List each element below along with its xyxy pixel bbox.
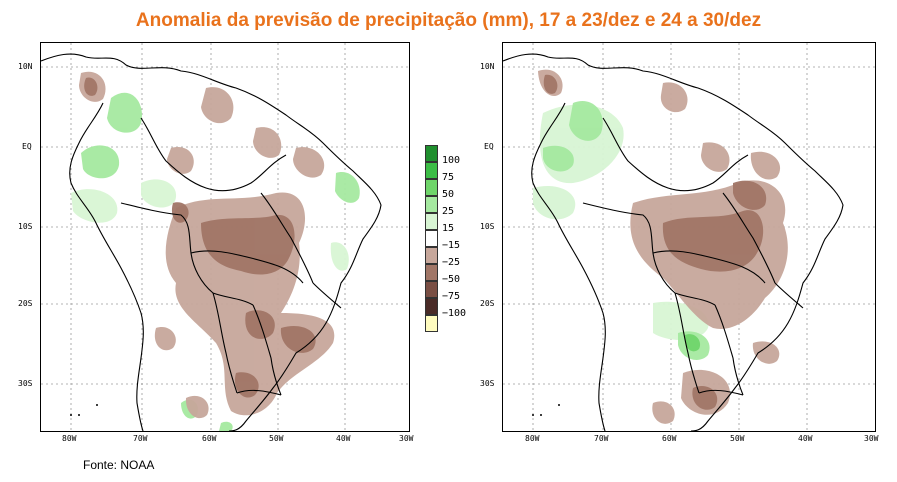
- map-week1: [40, 42, 410, 432]
- legend-label: 50: [442, 189, 455, 200]
- color-legend: 100 75 50 25 15 −15 −25 −50 −75 −100: [425, 145, 485, 332]
- chart-title: Anomalia da previsão de precipitação (mm…: [135, 10, 762, 31]
- lat-label-10s-right: 10S: [480, 222, 495, 231]
- legend-entry: −100: [425, 298, 485, 319]
- lat-label-10n-left: 10N: [18, 62, 33, 71]
- legend-entry: 15: [425, 213, 485, 234]
- legend-swatch: [425, 196, 438, 213]
- legend-label: −100: [442, 308, 467, 319]
- legend-entry: 75: [425, 162, 485, 183]
- lat-label-30s-left: 30S: [18, 379, 33, 388]
- legend-entry: 100: [425, 145, 485, 166]
- lon-label-60w-right: 60W: [662, 434, 677, 443]
- lon-label-30w-right: 30W: [864, 434, 879, 443]
- legend-swatch: [425, 162, 438, 179]
- legend-label: 75: [442, 172, 455, 183]
- lat-label-30s-right: 30S: [480, 379, 495, 388]
- legend-swatch: [425, 230, 438, 247]
- legend-label: 15: [442, 223, 455, 234]
- lat-label-20s-left: 20S: [18, 299, 33, 308]
- legend-entry: −75: [425, 281, 485, 302]
- legend-entry: 50: [425, 179, 485, 200]
- legend-swatch: [425, 315, 438, 332]
- legend-swatch: [425, 247, 438, 264]
- legend-label: −75: [442, 291, 461, 302]
- lat-label-10n-right: 10N: [480, 62, 495, 71]
- legend-swatch: [425, 281, 438, 298]
- legend-entry: −25: [425, 247, 485, 268]
- legend-entry: [425, 315, 485, 332]
- legend-swatch: [425, 179, 438, 196]
- lon-label-80w-left: 80W: [62, 434, 77, 443]
- lon-label-40w-right: 40W: [798, 434, 813, 443]
- legend-swatch: [425, 264, 438, 281]
- source-note: Fonte: NOAA: [83, 458, 155, 472]
- legend-label: −50: [442, 274, 461, 285]
- legend-label: −15: [442, 240, 461, 251]
- map-week2-canvas: [503, 43, 875, 431]
- legend-label: 25: [442, 206, 455, 217]
- lon-label-70w-left: 70W: [133, 434, 148, 443]
- lon-label-60w-left: 60W: [202, 434, 217, 443]
- map-week1-canvas: [41, 43, 409, 431]
- legend-swatch: [425, 145, 438, 162]
- legend-entry: −15: [425, 230, 485, 251]
- lon-label-50w-left: 50W: [269, 434, 284, 443]
- lon-label-80w-right: 80W: [525, 434, 540, 443]
- lat-label-20s-right: 20S: [480, 299, 495, 308]
- lon-label-70w-right: 70W: [594, 434, 609, 443]
- legend-swatch: [425, 213, 438, 230]
- legend-label: 100: [442, 155, 461, 166]
- lat-label-eq-left: EQ: [22, 142, 32, 151]
- lat-label-10s-left: 10S: [18, 222, 33, 231]
- legend-swatch: [425, 298, 438, 315]
- legend-label: −25: [442, 257, 461, 268]
- lon-label-50w-right: 50W: [730, 434, 745, 443]
- lon-label-40w-left: 40W: [336, 434, 351, 443]
- lat-label-eq-right: EQ: [484, 142, 494, 151]
- legend-entry: −50: [425, 264, 485, 285]
- lon-label-30w-left: 30W: [399, 434, 414, 443]
- map-week2: [502, 42, 876, 432]
- legend-entry: 25: [425, 196, 485, 217]
